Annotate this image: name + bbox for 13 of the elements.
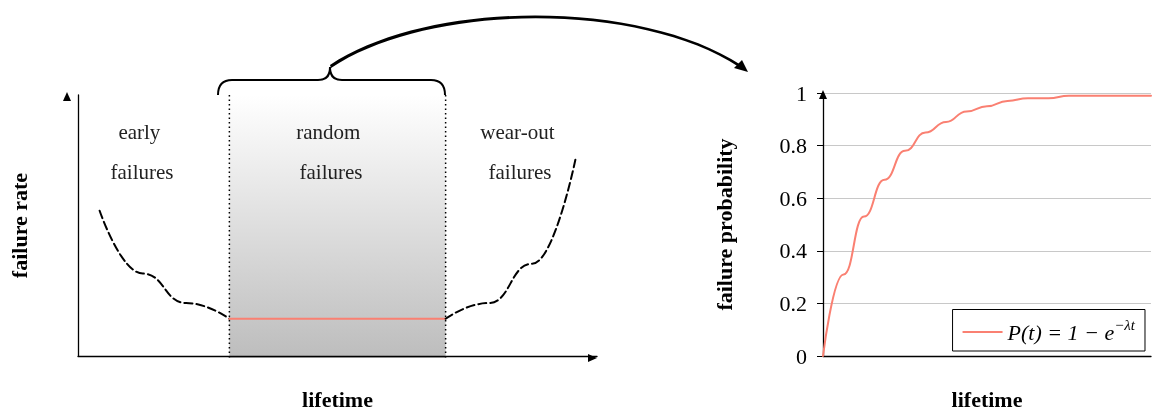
y-tick-label: 1 [796,80,807,106]
y-tick-label: 0.4 [779,238,807,264]
annotation: random failures [296,120,366,184]
annotation: wear-out failures [480,120,560,184]
y-axis-title: failure rate [6,172,32,279]
y-tick-label: 0.6 [779,185,807,211]
y-tick-label: 0 [796,343,807,369]
y-tick-label: 0.8 [779,133,807,159]
x-axis-title: lifetime [302,386,374,412]
y-axis-title: failure probability [711,138,737,311]
annotation: early failures [110,120,174,184]
y-tick-label: 0.2 [779,290,807,316]
x-axis-title: lifetime [951,386,1023,412]
